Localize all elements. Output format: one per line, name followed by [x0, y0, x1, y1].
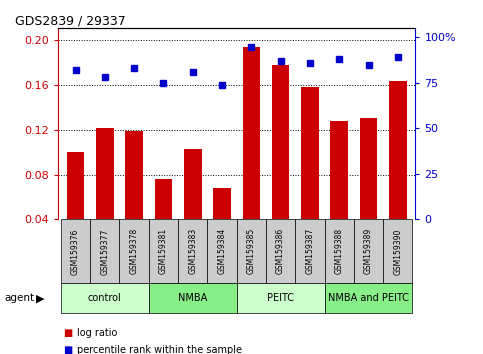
Bar — [360, 118, 377, 264]
Text: GDS2839 / 29337: GDS2839 / 29337 — [15, 14, 126, 27]
Text: agent: agent — [5, 293, 35, 303]
Text: GSM159387: GSM159387 — [305, 228, 314, 274]
Text: ▶: ▶ — [36, 293, 45, 303]
Bar — [272, 65, 289, 264]
Bar — [96, 129, 114, 264]
Text: percentile rank within the sample: percentile rank within the sample — [77, 346, 242, 354]
Bar — [155, 179, 172, 264]
Text: GSM159386: GSM159386 — [276, 228, 285, 274]
Text: GSM159388: GSM159388 — [335, 228, 344, 274]
Text: GSM159377: GSM159377 — [100, 228, 109, 275]
Text: GSM159389: GSM159389 — [364, 228, 373, 274]
Bar — [67, 152, 85, 264]
Bar — [126, 131, 143, 264]
Bar — [389, 81, 407, 264]
Bar — [213, 188, 231, 264]
Bar — [184, 149, 201, 264]
Text: control: control — [88, 293, 122, 303]
Bar — [301, 87, 319, 264]
Text: ■: ■ — [63, 346, 72, 354]
Text: PEITC: PEITC — [267, 293, 294, 303]
Text: GSM159385: GSM159385 — [247, 228, 256, 274]
Text: GSM159384: GSM159384 — [217, 228, 227, 274]
Text: log ratio: log ratio — [77, 328, 118, 338]
Bar — [330, 120, 348, 264]
Bar — [242, 47, 260, 264]
Text: NMBA and PEITC: NMBA and PEITC — [328, 293, 409, 303]
Text: GSM159378: GSM159378 — [129, 228, 139, 274]
Text: NMBA: NMBA — [178, 293, 207, 303]
Text: ■: ■ — [63, 328, 72, 338]
Text: GSM159390: GSM159390 — [393, 228, 402, 275]
Text: GSM159383: GSM159383 — [188, 228, 197, 274]
Text: GSM159381: GSM159381 — [159, 228, 168, 274]
Text: GSM159376: GSM159376 — [71, 228, 80, 275]
